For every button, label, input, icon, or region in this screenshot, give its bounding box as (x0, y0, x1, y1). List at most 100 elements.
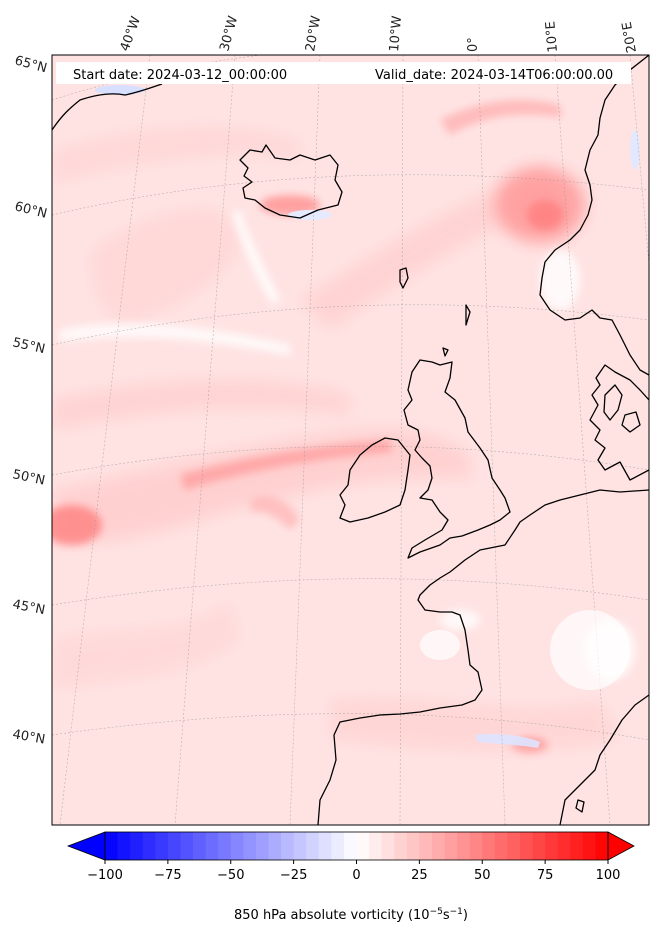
colorbar-cell (419, 832, 433, 860)
colorbar-cell (218, 832, 232, 860)
colorbar-cell (343, 832, 357, 860)
map-frame (51, 54, 650, 826)
colorbar-label: 850 hPa absolute vorticity (10−5s−1) (234, 907, 468, 923)
lon-label-20e: 20°E (620, 21, 640, 54)
landmass-highlights (420, 610, 630, 690)
map-panel: Start date: 2024-03-12_00:00:00 Valid_da… (52, 55, 649, 825)
colorbar-extend-max (607, 831, 635, 861)
colorbar-cell (545, 832, 559, 860)
colorbar-cells (105, 832, 609, 860)
colorbar-extend-min (66, 831, 106, 861)
colorbar-cell (381, 832, 395, 860)
colorbar-tick-label: 50 (474, 868, 491, 883)
vorticity-band (330, 697, 620, 752)
lon-label-0: 0° (466, 37, 481, 52)
lat-label-55n: 55°N (11, 335, 46, 357)
colorbar-tick-label: −75 (154, 868, 181, 883)
coastline-ireland (339, 437, 411, 523)
coastline-europe-mainland (589, 364, 649, 481)
colorbar: −100 −75 −50 −25 0 25 50 75 100 850 hPa absolute… (66, 831, 635, 923)
lon-label-10w: 10°W (387, 15, 405, 52)
valid-date-label: Valid_date: 2024-03-14T06:00:00.00 (375, 68, 613, 83)
colorbar-cell (155, 832, 169, 860)
colorbar-cell (293, 832, 307, 860)
colorbar-cell (205, 832, 219, 860)
vorticity-band (52, 380, 350, 430)
latitude-labels: 65°N 60°N 55°N 50°N 45°N 40°N (11, 53, 48, 747)
coastline-baltic-isle (621, 411, 641, 433)
lon-label-20w: 20°W (303, 15, 324, 53)
lon-label-40w: 40°W (118, 14, 144, 53)
lat-label-45n: 45°N (11, 597, 46, 618)
colorbar-cell (519, 832, 534, 860)
colorbar-tick-label: 0 (352, 868, 360, 883)
vorticity-band (52, 429, 470, 545)
longitude-labels: 40°W 30°W 20°W 10°W 0° 10°E 20°E (118, 14, 640, 54)
colorbar-cell (281, 832, 295, 860)
negative-vorticity (288, 210, 332, 220)
colorbar-cell (570, 832, 584, 860)
colorbar-tick-label: 25 (411, 868, 428, 883)
vorticity-band (52, 600, 240, 690)
coastline-shetland (465, 304, 471, 326)
lat-label-65n: 65°N (13, 53, 49, 76)
vorticity-near-zero (60, 323, 290, 355)
colorbar-cell (431, 832, 446, 860)
colorbar-cell (117, 832, 131, 860)
vorticity-streak (260, 195, 320, 215)
colorbar-cell (595, 832, 609, 860)
colorbar-cell (268, 832, 282, 860)
colorbar-tick-label: −25 (280, 868, 307, 883)
vorticity-near-zero (540, 250, 580, 310)
colorbar-cell (356, 832, 370, 860)
coastline-greenland (52, 83, 163, 131)
colorbar-cell (406, 832, 420, 860)
vorticity-band (300, 170, 560, 330)
graticule (52, 55, 649, 825)
colorbar-cell (142, 832, 156, 860)
start-date-label: Start date: 2024-03-12_00:00:00 (73, 68, 287, 83)
vorticity-band (52, 126, 300, 185)
colorbar-tick-label: −50 (217, 868, 244, 883)
colorbar-cell (457, 832, 471, 860)
colorbar-cell (318, 832, 332, 860)
header-band (56, 62, 631, 84)
coastline-great-britain (403, 359, 511, 559)
vorticity-maximum (527, 200, 563, 230)
coastline-faroes (399, 267, 409, 289)
colorbar-tick-label: 75 (537, 868, 554, 883)
coastline-denmark (603, 384, 623, 421)
colorbar-cell (306, 832, 320, 860)
colorbar-cell (193, 832, 207, 860)
colorbar-cell (130, 832, 144, 860)
colorbar-cell (167, 832, 181, 860)
colorbar-cell (507, 832, 521, 860)
colorbar-tick-label: 100 (596, 868, 621, 883)
colorbar-cell (557, 832, 571, 860)
colorbar-cell (255, 832, 269, 860)
colorbar-cell (482, 832, 496, 860)
coastline-norway (539, 55, 649, 376)
vorticity-streak (180, 440, 392, 490)
colorbar-cell (243, 832, 257, 860)
coastline-orkney (442, 347, 449, 357)
colorbar-cell (230, 832, 244, 860)
negative-vorticity (95, 85, 145, 95)
coastline-north-sea-coast (317, 489, 649, 825)
colorbar-cell (494, 832, 508, 860)
coastlines (52, 55, 649, 825)
vorticity-near-zero (232, 210, 280, 304)
lat-label-60n: 60°N (13, 199, 48, 221)
vorticity-band (90, 208, 242, 322)
colorbar-cell (394, 832, 408, 860)
vorticity-maximum (52, 505, 102, 545)
coastline-iceland (239, 144, 343, 219)
colorbar-cell (105, 832, 119, 860)
colorbar-tick-label: −100 (87, 868, 123, 883)
colorbar-ticks: −100 −75 −50 −25 0 25 50 75 100 (87, 860, 620, 883)
colorbar-cell (444, 832, 458, 860)
negative-vorticity (630, 130, 640, 170)
colorbar-cell (180, 832, 194, 860)
